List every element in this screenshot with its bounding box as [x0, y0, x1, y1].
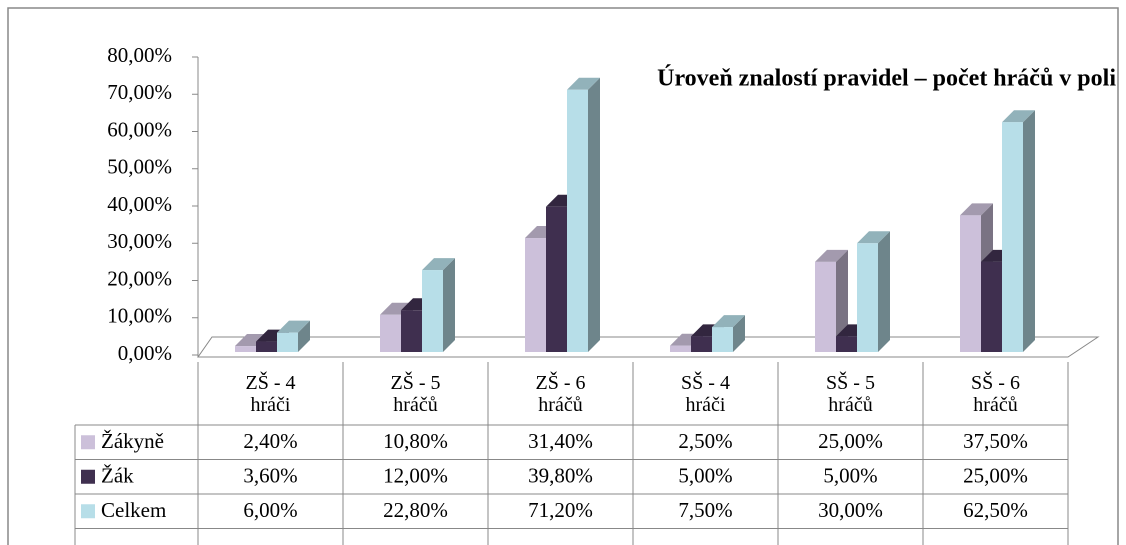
table-value: 2,50% — [678, 429, 732, 453]
table-value: 25,00% — [818, 429, 883, 453]
bar — [277, 320, 310, 352]
x-tick-label: SŠ - 4 hráči — [681, 371, 730, 416]
bar-side — [836, 249, 848, 352]
y-tick-label: 40,00% — [107, 192, 172, 216]
x-tick-label: ZŠ - 6 hráčů — [535, 371, 586, 416]
table-value: 62,50% — [963, 498, 1028, 522]
legend-label: Žák — [101, 464, 134, 488]
table-value: 3,60% — [243, 464, 297, 488]
bar-front — [546, 206, 567, 352]
category-cell: SŠ - 5 hráčů — [826, 371, 875, 416]
bar-front — [712, 327, 733, 352]
y-tick-label: 10,00% — [107, 304, 172, 328]
y-tick-label: 80,00% — [107, 43, 172, 67]
table-value: 31,40% — [528, 429, 593, 453]
legend-swatch — [81, 435, 95, 450]
bar-front — [401, 310, 422, 352]
chart-frame — [7, 7, 1119, 545]
x-tick-label: SŠ - 6 hráčů — [971, 371, 1020, 416]
table-value: 7,50% — [678, 498, 732, 522]
bar-top — [815, 249, 848, 262]
bar-front — [1002, 122, 1023, 352]
y-tick-label: 0,00% — [118, 341, 172, 365]
category-cell: ZŠ - 5 hráčů — [390, 371, 441, 416]
y-tick-label: 60,00% — [107, 117, 172, 141]
legend-swatch — [81, 504, 95, 519]
table-value: 71,20% — [528, 498, 593, 522]
y-tick-label: 20,00% — [107, 266, 172, 290]
bar — [1002, 110, 1035, 352]
x-tick-label: ZŠ - 4 hráči — [245, 371, 296, 416]
bar — [422, 258, 455, 352]
bar-front — [235, 346, 256, 352]
bar-side — [1023, 110, 1035, 352]
bar-front — [380, 314, 401, 352]
bar-front — [836, 336, 857, 352]
chart-title: Úroveň znalostí pravidel – počet hráčů v… — [657, 66, 1116, 92]
bar-front — [567, 89, 588, 352]
bar-front — [670, 345, 691, 352]
category-cell: SŠ - 4 hráči — [681, 371, 730, 416]
table-value: 22,80% — [383, 498, 448, 522]
y-tick-label: 30,00% — [107, 229, 172, 253]
y-tick-label: 70,00% — [107, 80, 172, 104]
y-tick-label: 50,00% — [107, 155, 172, 179]
bar-top — [235, 334, 268, 347]
bar-front — [857, 243, 878, 352]
legend-label: Žákyně — [101, 429, 164, 453]
table-value: 10,80% — [383, 429, 448, 453]
category-cell: SŠ - 6 hráčů — [971, 371, 1020, 416]
bar — [857, 231, 890, 352]
bar-top — [857, 231, 890, 244]
x-tick-label: SŠ - 5 hráčů — [826, 371, 875, 416]
table-value: 5,00% — [823, 464, 877, 488]
table-value: 39,80% — [528, 464, 593, 488]
bar-front — [277, 332, 298, 352]
bar-side — [298, 320, 310, 352]
bar — [567, 77, 600, 352]
bar-front — [981, 261, 1002, 352]
bar — [712, 315, 745, 352]
table-value: 12,00% — [383, 464, 448, 488]
bar-side — [443, 258, 455, 352]
bar-top — [422, 258, 455, 271]
bar-side — [878, 231, 890, 352]
x-tick-label: ZŠ - 5 hráčů — [390, 371, 441, 416]
bar-top — [380, 302, 413, 315]
legend-swatch — [81, 469, 95, 484]
legend-label: Celkem — [101, 498, 166, 522]
bar-top — [277, 320, 310, 333]
bar-front — [256, 341, 277, 352]
table-value: 2,40% — [243, 429, 297, 453]
bar-side — [588, 77, 600, 352]
table-value: 30,00% — [818, 498, 883, 522]
bar-front — [815, 261, 836, 352]
bar-top — [960, 203, 993, 216]
bar — [815, 249, 848, 352]
bar-top — [1002, 110, 1035, 123]
table-value: 5,00% — [678, 464, 732, 488]
table-value: 6,00% — [243, 498, 297, 522]
bar-front — [691, 336, 712, 352]
category-cell: ZŠ - 6 hráčů — [535, 371, 586, 416]
bar-top — [712, 315, 745, 328]
bar-front — [525, 238, 546, 352]
bar-side — [733, 315, 745, 352]
bar-top — [567, 77, 600, 90]
bar-front — [960, 215, 981, 352]
table-value: 37,50% — [963, 429, 1028, 453]
table-value: 25,00% — [963, 464, 1028, 488]
category-cell: ZŠ - 4 hráči — [245, 371, 296, 416]
bar-front — [422, 270, 443, 352]
